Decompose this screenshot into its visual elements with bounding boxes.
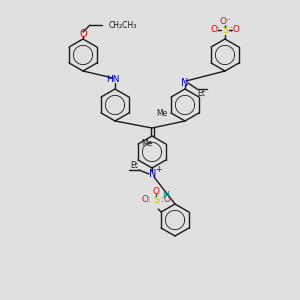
- Text: Me: Me: [157, 109, 168, 118]
- Text: O:: O:: [210, 26, 220, 34]
- Text: Et: Et: [197, 88, 205, 98]
- Text: O:: O:: [141, 196, 151, 205]
- Text: CH₂CH₃: CH₂CH₃: [109, 20, 137, 29]
- Text: S: S: [222, 25, 228, 35]
- Text: N: N: [149, 169, 157, 179]
- Text: HN: HN: [106, 76, 120, 85]
- Text: O: O: [153, 188, 160, 196]
- Text: Et: Et: [130, 160, 138, 169]
- Text: :O: :O: [161, 196, 171, 205]
- Text: O: O: [79, 29, 87, 39]
- Text: Me: Me: [142, 140, 153, 148]
- Text: +: +: [155, 166, 161, 175]
- Text: H: H: [162, 190, 169, 200]
- Text: :O: :O: [230, 26, 240, 34]
- Text: O⁻: O⁻: [219, 17, 231, 26]
- Text: N: N: [181, 78, 189, 88]
- Text: S: S: [153, 195, 159, 205]
